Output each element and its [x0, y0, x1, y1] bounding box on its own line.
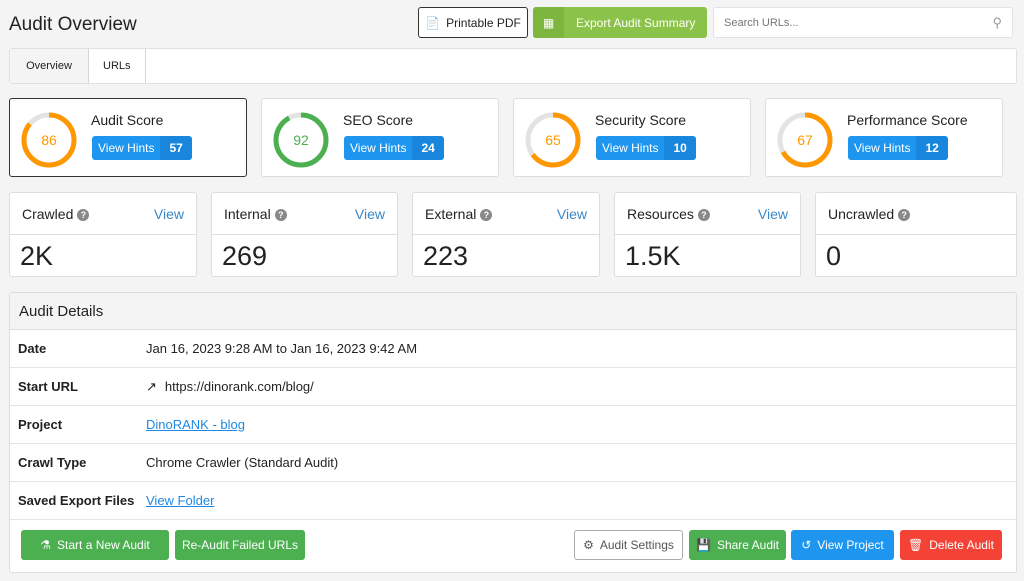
export-audit-summary-button[interactable]: ▦ Export Audit Summary — [533, 7, 707, 38]
help-icon[interactable]: ? — [898, 208, 911, 221]
tab-urls[interactable]: URLs — [89, 49, 146, 83]
page-title: Audit Overview — [9, 14, 137, 35]
date-label: Date — [18, 341, 47, 356]
svg-text:67: 67 — [797, 132, 813, 148]
delete-audit-label: Delete Audit — [929, 538, 994, 552]
stat-label: Uncrawled — [828, 205, 895, 222]
external-link-icon[interactable]: ↗ — [146, 378, 157, 394]
score-card[interactable]: 92 SEO Score View Hints 24 — [261, 98, 499, 177]
score-label: Security Score — [595, 112, 687, 128]
detail-row-project: Project DinoRANK - blog — [10, 406, 1016, 444]
help-icon[interactable]: ? — [480, 208, 493, 221]
audit-details-panel: Audit Details Date Jan 16, 2023 9:28 AM t… — [9, 292, 1017, 573]
stat-card: Crawled? View 2K — [9, 192, 197, 277]
delete-audit-button[interactable]: 🗑 Delete Audit — [900, 530, 1002, 560]
sitemap-icon: ⚗ — [40, 538, 52, 552]
excel-file-icon: ▦ — [533, 7, 564, 38]
view-folder-link[interactable]: View Folder — [146, 493, 215, 508]
stat-card: Uncrawled? 0 — [815, 192, 1017, 277]
stat-view-link[interactable]: View — [354, 205, 385, 222]
stat-value: 269 — [222, 241, 268, 271]
audit-details-title: Audit Details — [10, 293, 1016, 330]
tab-overview[interactable]: Overview — [10, 49, 89, 83]
help-icon[interactable]: ? — [77, 208, 90, 221]
view-hints-button[interactable]: View Hints 24 — [344, 136, 444, 160]
stat-label: Crawled — [22, 205, 74, 222]
start-new-audit-label: Start a New Audit — [57, 538, 150, 552]
stat-view-link[interactable]: View — [153, 205, 184, 222]
history-icon: ↺ — [801, 538, 812, 552]
stat-value: 223 — [423, 241, 469, 271]
view-hints-button[interactable]: View Hints 57 — [92, 136, 192, 160]
crawl-type-value: Chrome Crawler (Standard Audit) — [146, 455, 339, 470]
start-new-audit-button[interactable]: ⚗ Start a New Audit — [21, 530, 169, 560]
share-audit-button[interactable]: 💾 Share Audit — [689, 530, 786, 560]
svg-text:65: 65 — [545, 132, 561, 148]
svg-text:86: 86 — [41, 132, 57, 148]
gears-icon: ⚙ — [583, 538, 594, 552]
view-project-label: View Project — [817, 538, 884, 552]
score-label: Audit Score — [91, 112, 164, 128]
score-label: SEO Score — [343, 112, 414, 128]
search-box[interactable]: ⚲ — [713, 7, 1013, 38]
project-link[interactable]: DinoRANK - blog — [146, 417, 245, 432]
file-icon: 📄 — [425, 15, 441, 30]
score-ring: 86 — [21, 112, 77, 168]
hints-count: 10 — [664, 136, 696, 160]
stat-label: Internal — [224, 205, 271, 222]
score-label: Performance Score — [847, 112, 968, 128]
view-hints-button[interactable]: View Hints 12 — [848, 136, 948, 160]
stat-card: External? View 223 — [412, 192, 600, 277]
export-label: Export Audit Summary — [576, 15, 696, 30]
stat-value: 1.5K — [625, 241, 681, 271]
detail-row-start-url: Start URL ↗ https://dinorank.com/blog/ — [10, 368, 1016, 406]
view-project-button[interactable]: ↺ View Project — [791, 530, 894, 560]
start-url-label: Start URL — [18, 379, 78, 394]
help-icon[interactable]: ? — [274, 208, 287, 221]
help-icon[interactable]: ? — [697, 208, 710, 221]
detail-row-export-files: Saved Export Files View Folder — [10, 482, 1016, 520]
audit-settings-label: Audit Settings — [599, 538, 674, 552]
hints-count: 57 — [160, 136, 192, 160]
printable-pdf-label: Printable PDF — [446, 15, 521, 30]
search-input[interactable] — [724, 16, 993, 29]
hints-count: 12 — [916, 136, 948, 160]
share-audit-label: Share Audit — [716, 538, 779, 552]
save-icon: 💾 — [696, 538, 711, 552]
reaudit-failed-button[interactable]: Re-Audit Failed URLs — [175, 530, 305, 560]
score-ring: 92 — [273, 112, 329, 168]
printable-pdf-button[interactable]: 📄 Printable PDF — [418, 7, 528, 38]
trash-icon: 🗑 — [908, 538, 924, 552]
tab-bar: Overview URLs — [9, 48, 1017, 84]
stat-card: Resources? View 1.5K — [614, 192, 801, 277]
score-ring: 67 — [777, 112, 833, 168]
stat-view-link[interactable]: View — [757, 205, 788, 222]
detail-row-crawl-type: Crawl Type Chrome Crawler (Standard Audit… — [10, 444, 1016, 482]
stat-card: Internal? View 269 — [211, 192, 398, 277]
hints-count: 24 — [412, 136, 444, 160]
view-hints-button[interactable]: View Hints 10 — [596, 136, 696, 160]
score-ring: 65 — [525, 112, 581, 168]
audit-settings-button[interactable]: ⚙ Audit Settings — [574, 530, 683, 560]
project-label: Project — [18, 417, 63, 432]
detail-row-date: Date Jan 16, 2023 9:28 AM to Jan 16, 2023… — [10, 330, 1016, 368]
stat-value: 0 — [826, 241, 842, 271]
crawl-type-label: Crawl Type — [18, 455, 87, 470]
export-files-label: Saved Export Files — [18, 493, 135, 508]
svg-text:92: 92 — [293, 132, 309, 148]
stat-view-link[interactable]: View — [556, 205, 587, 222]
stat-label: External — [425, 205, 477, 222]
stat-value: 2K — [20, 241, 54, 271]
search-icon[interactable]: ⚲ — [992, 14, 1002, 30]
score-card[interactable]: 86 Audit Score View Hints 57 — [9, 98, 247, 177]
start-url-value: https://dinorank.com/blog/ — [164, 379, 314, 394]
score-card[interactable]: 65 Security Score View Hints 10 — [513, 98, 751, 177]
date-value: Jan 16, 2023 9:28 AM to Jan 16, 2023 9:4… — [146, 341, 418, 356]
stat-label: Resources — [627, 205, 694, 222]
score-card[interactable]: 67 Performance Score View Hints 12 — [765, 98, 1003, 177]
